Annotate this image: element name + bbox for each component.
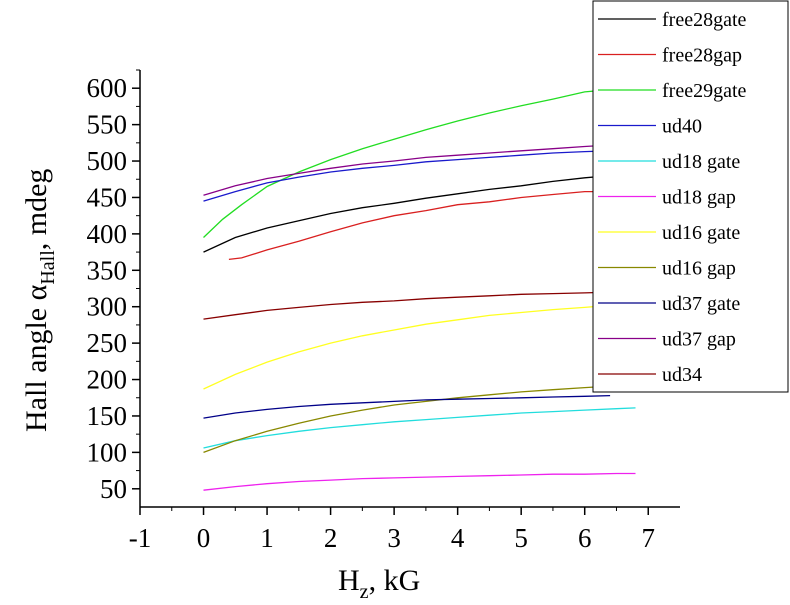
x-tick-label: -1 — [129, 523, 152, 553]
y-tick-label: 50 — [100, 474, 127, 504]
legend-label: ud18 gate — [662, 151, 740, 173]
y-tick-label: 150 — [87, 401, 128, 431]
series-line-ud16-gate — [203, 304, 611, 390]
legend-label: free29gate — [662, 80, 747, 102]
y-tick-label: 500 — [87, 146, 128, 176]
y-tick-label: 250 — [87, 328, 128, 358]
series-line-free28gate — [203, 174, 611, 253]
x-tick-label: 7 — [641, 523, 655, 553]
legend-label: ud16 gate — [662, 222, 740, 244]
legend-label: ud40 — [662, 116, 702, 138]
y-tick-label: 100 — [87, 437, 128, 467]
x-axis-title: Hz, kG — [338, 564, 420, 603]
x-tick-label: 5 — [514, 523, 528, 553]
legend-label: ud34 — [662, 364, 702, 386]
y-tick-label: 200 — [87, 365, 128, 395]
series-line-free29gate — [203, 89, 611, 238]
plot-area: -1 0 1 2 3 4 5 6 7 50 100 150 200 250 300 350 400 450 500… — [87, 69, 680, 553]
y-tick-label: 450 — [87, 182, 128, 212]
x-tick-label: 3 — [387, 523, 401, 553]
legend-items: free28gate free28gap free29gate ud40 ud18 ga… — [598, 9, 747, 386]
legend-label: free28gate — [662, 9, 747, 31]
legend-label: ud16 gap — [662, 258, 736, 280]
plot-background — [140, 70, 680, 507]
y-tick-label: 350 — [87, 255, 128, 285]
x-ticks: -1 0 1 2 3 4 5 6 7 — [129, 507, 655, 553]
series-line-ud34 — [203, 291, 611, 320]
y-tick-label: 400 — [87, 219, 128, 249]
legend-label: free28gap — [662, 45, 742, 67]
y-tick-label: 550 — [87, 110, 128, 140]
legend-label: ud37 gap — [662, 329, 736, 351]
legend-label: ud37 gate — [662, 293, 740, 315]
series-line-ud37-gate — [203, 394, 611, 419]
x-tick-label: 2 — [324, 523, 338, 553]
x-tick-label: 0 — [197, 523, 211, 553]
series-line-ud40 — [203, 150, 611, 202]
y-tick-label: 600 — [87, 73, 128, 103]
series-line-ud18-gap — [203, 472, 636, 491]
y-ticks: 50 100 150 200 250 300 350 400 450 500 550 600 — [87, 69, 140, 504]
y-tick-label: 300 — [87, 292, 128, 322]
legend: free28gate free28gap free29gate ud40 ud18 ga… — [592, 0, 789, 393]
y-axis-title: Hall angle αHall, mdeg — [20, 169, 59, 432]
series-line-ud16-gap — [203, 385, 611, 454]
x-tick-label: 4 — [451, 523, 465, 553]
x-tick-label: 1 — [260, 523, 274, 553]
series-group — [203, 89, 636, 491]
series-line-ud37-gap — [203, 144, 611, 196]
legend-label: ud18 gap — [662, 187, 736, 209]
series-line-free28gap — [228, 190, 611, 261]
series-line-ud18-gate — [203, 407, 636, 449]
x-tick-label: 6 — [578, 523, 592, 553]
